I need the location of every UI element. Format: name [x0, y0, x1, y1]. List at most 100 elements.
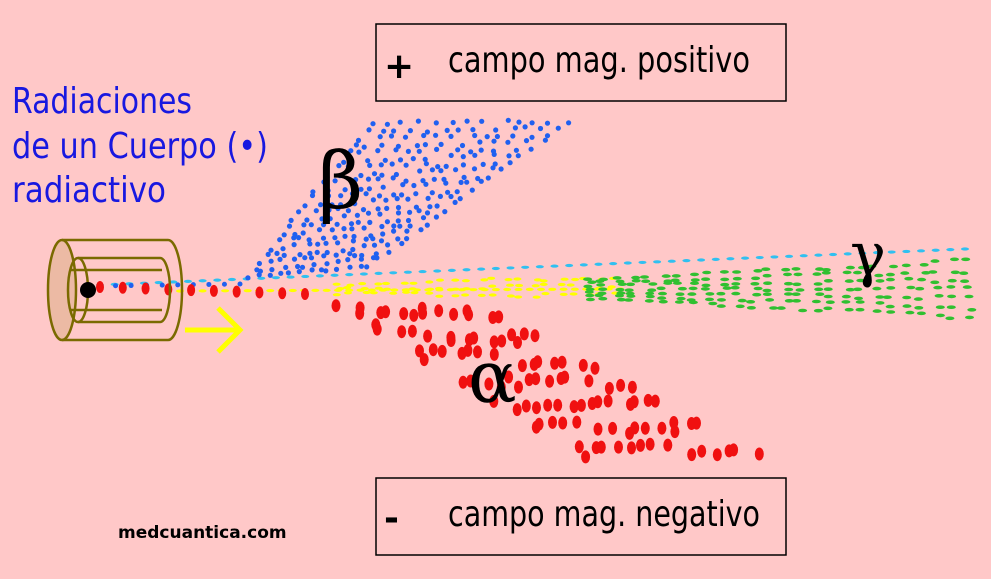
beta-dot	[529, 134, 535, 140]
gamma-dash	[793, 272, 803, 277]
beta-dot	[407, 128, 413, 134]
bottom-label: campo mag. negativo	[448, 494, 760, 535]
gamma-dash	[537, 287, 546, 291]
beta-dot	[448, 193, 454, 200]
gamma-dash	[311, 288, 320, 292]
gamma-dash	[753, 269, 763, 273]
beta-dot	[268, 247, 274, 253]
beta-dot	[301, 222, 307, 228]
gamma-dash	[717, 298, 726, 302]
gamma-dash	[917, 277, 927, 282]
beta-dot	[299, 264, 306, 270]
beta-dot	[354, 212, 360, 218]
gamma-dash	[792, 282, 802, 287]
beta-dot	[308, 222, 314, 228]
alpha-dot	[141, 282, 150, 295]
beta-dot	[347, 264, 353, 270]
gamma-dash	[227, 277, 236, 282]
gamma-dash	[950, 270, 960, 275]
gamma-dash	[821, 268, 831, 272]
beta-dot	[383, 197, 389, 203]
gamma-dash	[961, 257, 971, 262]
beta-dot	[350, 238, 356, 244]
gamma-dash	[488, 293, 497, 297]
alpha-dot	[593, 422, 603, 436]
alpha-dot	[543, 398, 553, 412]
gamma-dash	[853, 270, 862, 275]
gamma-dash	[792, 299, 801, 303]
gamma-dash	[965, 315, 974, 320]
beta-dot	[493, 127, 499, 133]
beta-dot	[505, 117, 511, 123]
gamma-dash	[436, 278, 444, 282]
beta-dot	[326, 207, 332, 213]
beta-dot	[361, 243, 367, 249]
beta-dot	[423, 161, 429, 167]
beta-dot	[395, 204, 402, 211]
beta-dot	[332, 178, 338, 184]
gamma-dash	[330, 273, 339, 277]
alpha-dot	[484, 377, 494, 391]
beta-dot	[394, 196, 400, 202]
gamma-dash	[583, 277, 593, 282]
beta-dot	[342, 233, 348, 239]
gamma-dash	[418, 269, 427, 274]
alpha-dot	[507, 328, 517, 342]
gamma-dash	[815, 292, 825, 297]
beta-dot	[237, 281, 243, 287]
beta-dot	[378, 162, 384, 168]
beta-dot	[405, 217, 412, 224]
beta-dot	[323, 240, 329, 246]
beta-dot	[418, 227, 424, 233]
gamma-dash	[720, 282, 730, 287]
gamma-dash	[858, 265, 867, 270]
gamma-dash	[345, 288, 354, 292]
beta-dot	[314, 249, 320, 255]
beta-dot	[327, 216, 333, 222]
gamma-dash	[332, 293, 341, 297]
beta-dot	[320, 235, 327, 241]
gamma-dash	[631, 278, 641, 283]
alpha-dot	[473, 345, 482, 359]
beta-dot	[349, 191, 356, 197]
alpha-dot	[434, 304, 444, 318]
beta-dot	[325, 188, 331, 194]
alpha-dot	[513, 336, 522, 349]
alpha-dot	[645, 437, 655, 451]
gamma-dash	[946, 248, 955, 252]
beta-dot	[444, 127, 450, 133]
gamma-dash	[921, 271, 931, 275]
beta-dot	[458, 179, 464, 185]
gamma-dash	[506, 294, 515, 298]
gamma-dash	[550, 264, 559, 268]
gamma-dash	[506, 283, 514, 287]
alpha-dot	[729, 443, 739, 457]
beta-dot	[316, 227, 323, 233]
beta-dot	[296, 235, 302, 241]
beta-dot	[555, 125, 561, 131]
beta-dot	[438, 168, 444, 174]
gamma-dash	[503, 287, 512, 292]
beta-dot	[515, 153, 521, 159]
beta-dot	[313, 208, 319, 214]
gamma-dash	[585, 293, 595, 298]
gamma-dash	[658, 291, 667, 296]
beta-dot	[445, 189, 451, 195]
alpha-dot	[301, 288, 309, 300]
beta-dot	[395, 218, 401, 224]
beta-dot	[341, 226, 347, 232]
gamma-dash	[784, 299, 794, 303]
alpha-dot	[417, 301, 427, 315]
beta-dot	[329, 202, 335, 208]
beta-dot	[310, 189, 316, 195]
gamma-dash	[674, 300, 684, 304]
beta-dot	[494, 133, 500, 140]
beta-dot	[308, 255, 315, 261]
beta-dot	[302, 255, 308, 261]
beta-dot	[350, 246, 356, 253]
gamma-dash	[672, 281, 682, 285]
alpha-dot	[569, 400, 579, 414]
alpha-dot	[754, 447, 764, 461]
alpha-dot	[462, 304, 472, 318]
gamma-dash	[389, 271, 398, 275]
